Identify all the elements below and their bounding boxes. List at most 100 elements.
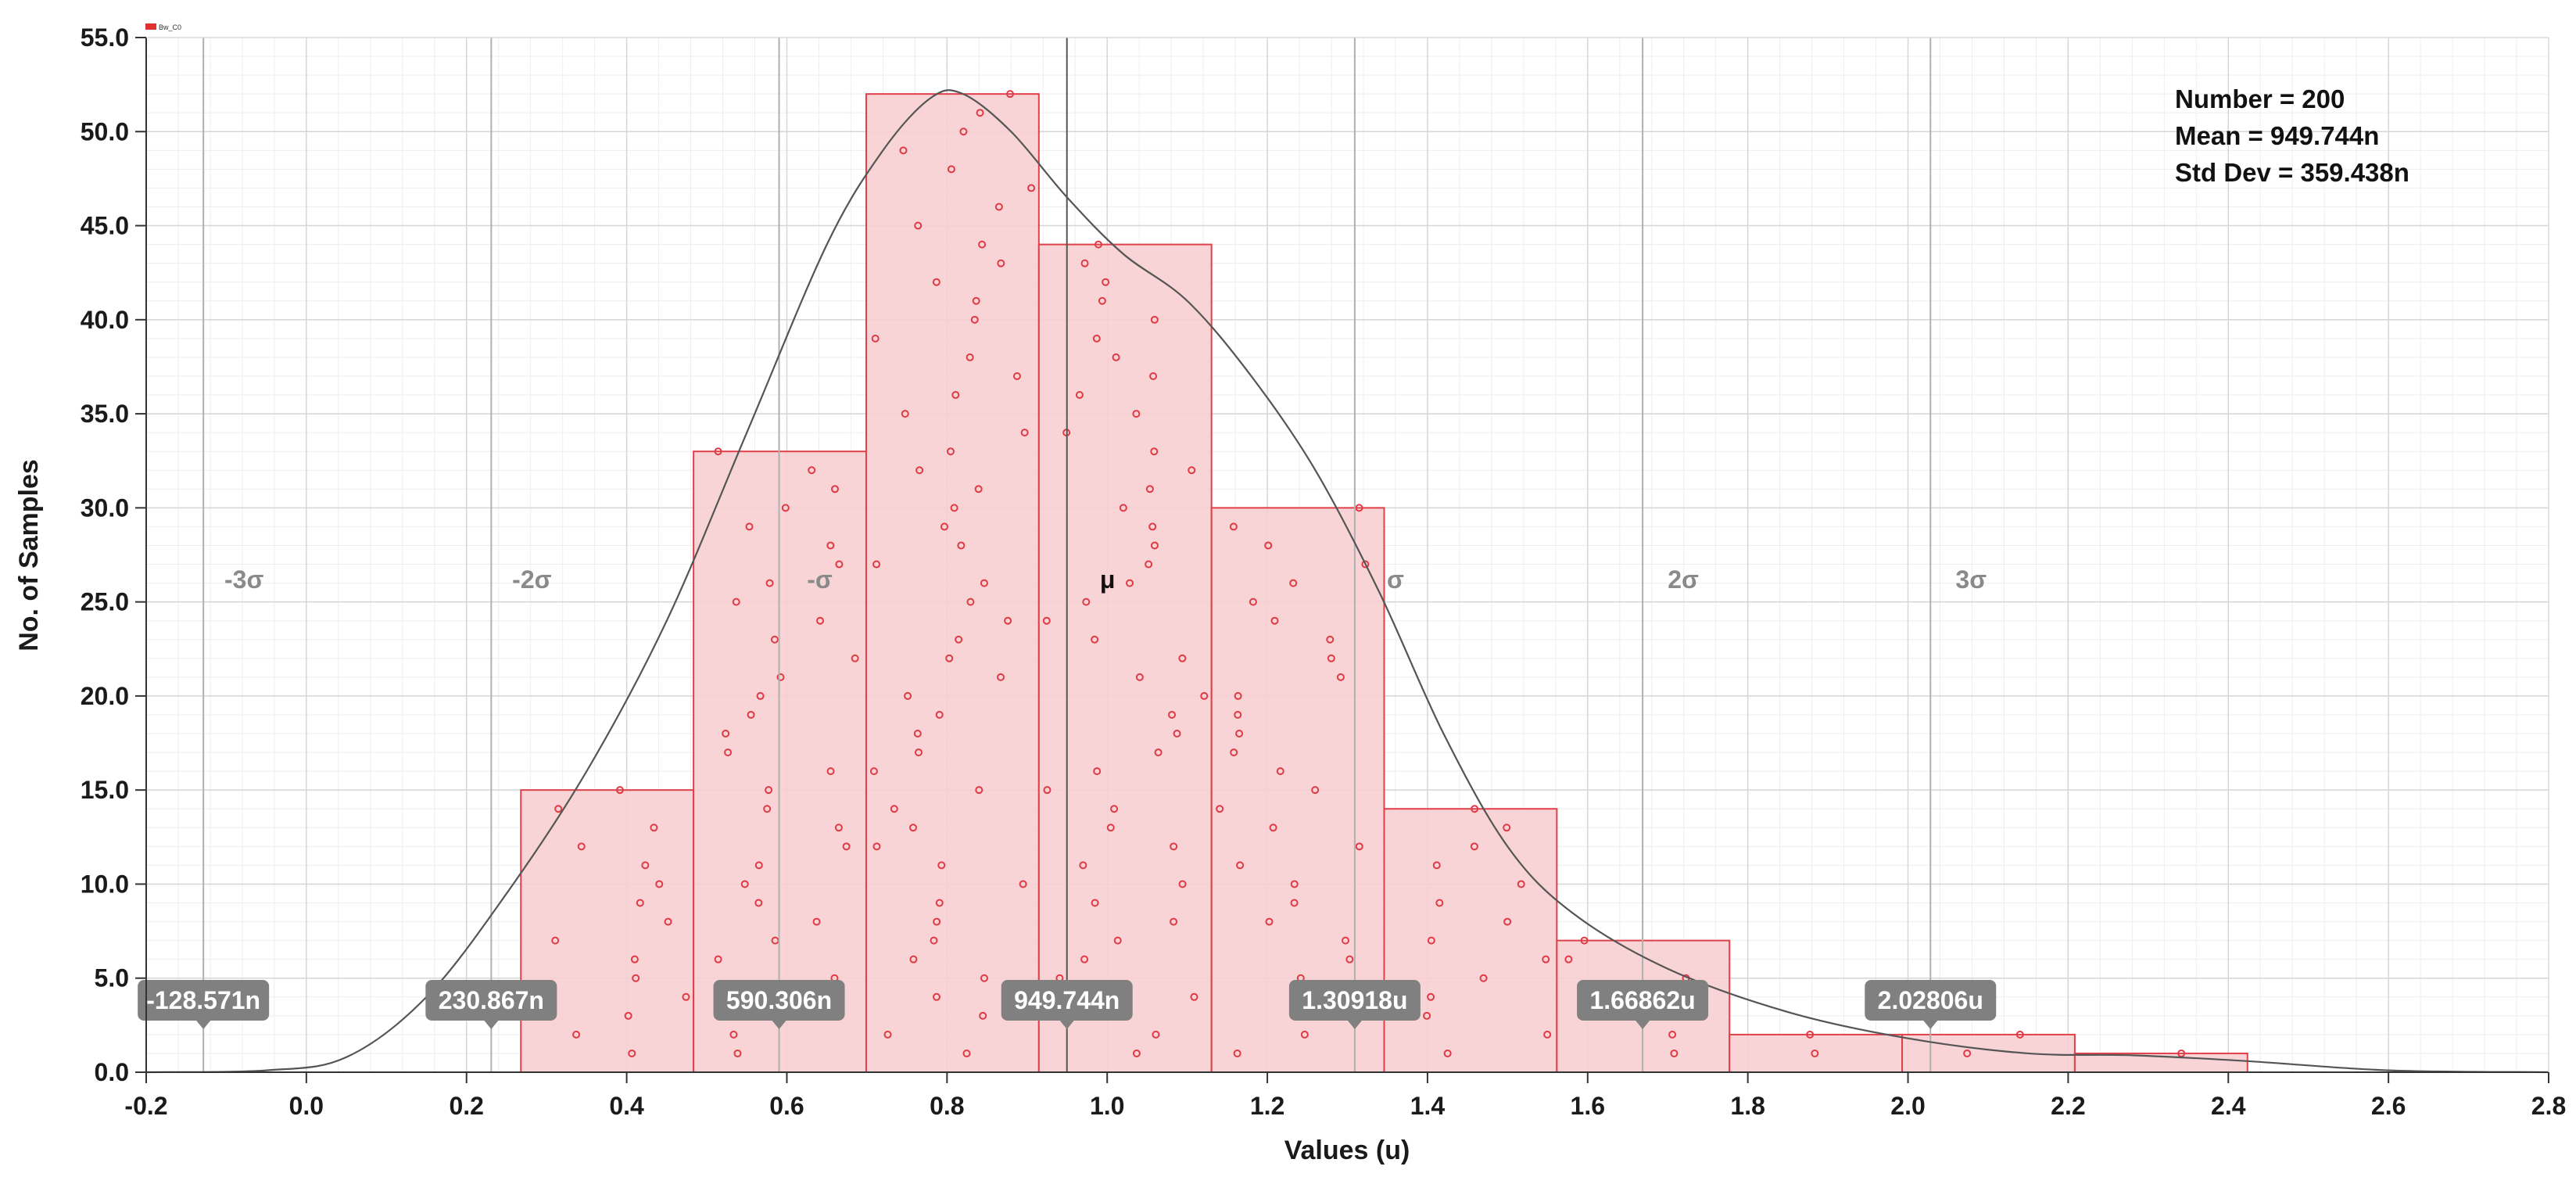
- sample-dot: [1427, 992, 1435, 1001]
- x-tick-label: 2.0: [1890, 1092, 1925, 1120]
- sample-dot: [1345, 955, 1354, 964]
- sigma-value-badge: 590.306n: [713, 980, 845, 1029]
- legend-swatch: [145, 23, 156, 30]
- y-tick-label: 50.0: [81, 117, 129, 145]
- sample-dot: [1470, 842, 1478, 851]
- sample-dot: [1200, 691, 1209, 700]
- sample-dot: [1300, 1030, 1309, 1039]
- sigma-badge-background: [138, 980, 270, 1021]
- sample-dot: [1178, 654, 1187, 662]
- y-tick-label: 0.0: [95, 1058, 129, 1086]
- stats-box: Number = 200 Mean = 949.744n Std Dev = 3…: [2175, 84, 2409, 187]
- sample-dot: [940, 522, 948, 531]
- sample-dot: [830, 485, 839, 493]
- sigma-badge-pointer: [1347, 1021, 1362, 1029]
- sample-dot: [740, 880, 749, 888]
- sample-dot: [1811, 1049, 1819, 1057]
- sample-dot: [1126, 579, 1134, 587]
- sample-dot: [1670, 1049, 1679, 1057]
- sample-dot: [756, 691, 765, 700]
- sample-dot: [1154, 748, 1163, 757]
- sample-dot: [1145, 485, 1154, 493]
- sample-dot: [1564, 955, 1573, 964]
- stats-mean: Mean = 949.744n: [2175, 121, 2379, 150]
- sample-dot: [1091, 899, 1099, 907]
- sample-dot: [1148, 522, 1157, 531]
- sample-dot: [641, 861, 650, 870]
- sample-dot: [722, 730, 730, 738]
- sample-dot: [781, 504, 790, 512]
- sigma-badge-background: [1288, 980, 1421, 1021]
- sample-dot: [937, 861, 946, 870]
- sample-dot: [1132, 410, 1141, 418]
- sample-dot: [842, 842, 851, 851]
- sample-dot: [826, 767, 835, 776]
- x-axis-title: Values (u): [1284, 1136, 1410, 1165]
- sample-dot: [729, 1030, 738, 1039]
- sample-dot: [871, 334, 880, 343]
- sample-dot: [1150, 447, 1159, 456]
- sample-dot: [1229, 522, 1238, 531]
- x-tick-label: 0.8: [930, 1092, 964, 1120]
- sample-dot: [970, 315, 979, 324]
- sigma-label: μ: [1100, 565, 1116, 594]
- sigma-value-badge: 2.02806u: [1865, 980, 1997, 1029]
- sample-dot: [966, 353, 974, 361]
- y-tick-label: 55.0: [81, 23, 129, 52]
- sample-dot: [1004, 616, 1012, 625]
- sample-dot: [1336, 673, 1345, 681]
- sample-dot: [1043, 786, 1052, 795]
- sample-dot: [883, 1030, 892, 1039]
- sample-dot: [978, 240, 987, 249]
- x-tick-label: 0.6: [769, 1092, 804, 1120]
- sample-dot: [946, 447, 955, 456]
- sample-dot: [1265, 917, 1274, 926]
- y-tick-label: 45.0: [81, 212, 129, 240]
- sample-dot: [577, 842, 586, 851]
- sample-dot: [1269, 824, 1277, 832]
- sample-dot: [1080, 955, 1089, 964]
- sample-dot: [957, 541, 966, 550]
- sample-dot: [1082, 598, 1091, 606]
- sample-dot: [628, 1049, 636, 1057]
- sample-dot: [664, 917, 672, 926]
- x-tick-labels: -0.2 0.0 0.2 0.4 0.6 0.8 1.0 1.2 1.4 1.6 1.8 2.0 2.2…: [124, 1072, 2566, 1120]
- legend[interactable]: Bw_C0: [145, 23, 181, 31]
- sample-dot: [1427, 936, 1435, 945]
- sample-dot: [650, 824, 658, 832]
- sample-dot: [908, 824, 917, 832]
- sample-dot: [1327, 654, 1335, 662]
- sample-dot: [1079, 861, 1087, 870]
- y-tick-label: 20.0: [81, 682, 129, 710]
- sample-dot: [1170, 842, 1178, 851]
- sample-dot: [1668, 1030, 1677, 1039]
- sample-dot: [1423, 1011, 1431, 1020]
- sample-dot: [994, 203, 1003, 211]
- sigma-badge-background: [1865, 980, 1997, 1021]
- histogram-bars: [520, 93, 2248, 1074]
- sample-dot: [909, 955, 918, 964]
- sample-dot: [1080, 259, 1089, 267]
- sample-dot: [1361, 560, 1370, 569]
- sample-dot: [1503, 824, 1511, 832]
- sample-dot: [1149, 371, 1158, 380]
- sample-dot: [765, 579, 774, 587]
- sigma-value-badge: -128.571n: [138, 980, 270, 1029]
- sigma-value-text: 590.306n: [726, 986, 832, 1014]
- sample-dot: [947, 165, 955, 174]
- sample-dot: [915, 466, 924, 475]
- sample-dot: [1012, 371, 1021, 380]
- sample-dot: [1234, 691, 1242, 700]
- sigma-label: 3σ: [1955, 565, 1987, 594]
- sample-dot: [1135, 673, 1144, 681]
- sigma-value-badges: -128.571n 230.867n 590.306n 949.744n 1.30918…: [138, 980, 1997, 1029]
- sample-dot: [904, 691, 912, 700]
- sample-dot: [1355, 504, 1363, 512]
- sample-dot: [980, 579, 988, 587]
- sample-dot: [1106, 824, 1115, 832]
- sample-dot: [1188, 466, 1196, 475]
- sample-dot: [733, 1049, 742, 1057]
- sample-dot: [765, 786, 773, 795]
- y-tick-labels: 0.0 5.0 10.0 15.0 20.0 25.0 30.0 35.0 40.0 45.0 50…: [81, 23, 146, 1086]
- sample-dot: [997, 259, 1005, 267]
